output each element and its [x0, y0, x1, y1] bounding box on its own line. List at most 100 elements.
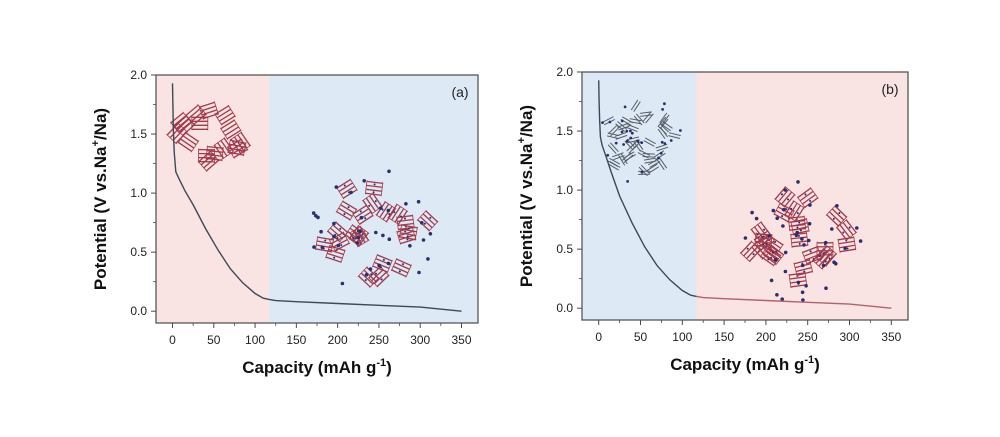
layer-line	[376, 254, 393, 262]
layer-edge	[790, 233, 793, 248]
layer-line	[789, 276, 806, 280]
sodium-ion-dot	[314, 214, 318, 218]
stick-line	[649, 160, 661, 168]
stick-line	[655, 152, 666, 161]
ion-dot	[404, 217, 407, 220]
x-tick-label: 0	[169, 333, 176, 347]
layer-line	[185, 104, 199, 116]
layer-line	[317, 236, 334, 241]
layer-line	[205, 159, 219, 172]
sodium-ion-dot	[834, 261, 838, 266]
chart-panel-a: 0 50 100 150 200 250 300 350 0.0 0.5 1.0 1.5 2.0 (a…	[90, 68, 479, 377]
layer-edge	[384, 200, 397, 210]
sodium-ion-dot	[428, 232, 433, 236]
ion-dot	[404, 230, 407, 233]
sodium-ion-dot	[858, 239, 863, 243]
layer-edge	[784, 213, 797, 222]
layer-line	[784, 200, 795, 215]
y-tick-label: 0.5	[556, 242, 573, 256]
shaded-region	[696, 72, 908, 320]
sodium-ion-dot	[311, 211, 316, 215]
stick-line	[660, 123, 672, 132]
layer-edge	[837, 216, 848, 227]
sodium-ion-dot	[408, 244, 412, 248]
layer-line	[220, 119, 235, 130]
sodium-ion-dot	[312, 245, 316, 249]
layer-edge	[796, 196, 806, 209]
layer-stack-glyph	[837, 236, 857, 253]
layer-line	[804, 197, 819, 208]
layer-line	[340, 204, 355, 214]
layer-line	[222, 123, 237, 133]
layer-edge	[739, 252, 751, 263]
stick-line	[624, 140, 634, 151]
stick-line	[643, 157, 656, 161]
layer-edge	[369, 277, 380, 288]
ion-dot	[379, 266, 382, 269]
layer-line	[184, 131, 199, 142]
sodium-ion-dot	[622, 143, 625, 146]
y-tick-label: 1.5	[130, 127, 147, 141]
layer-edge	[805, 217, 810, 232]
layer-line	[829, 211, 842, 224]
x-tick-label: 100	[672, 330, 692, 344]
sodium-ion-dot	[830, 227, 834, 231]
stick-line	[609, 161, 621, 168]
layer-line	[789, 272, 806, 276]
layer-stack-glyph	[214, 104, 236, 126]
stick-line	[607, 135, 619, 140]
sodium-ion-dot	[660, 140, 664, 144]
x-tick-label: 350	[451, 333, 471, 347]
stick-line	[668, 132, 681, 137]
ion-dot	[352, 236, 355, 239]
layer-edge	[213, 137, 226, 146]
layer-edge	[809, 187, 819, 199]
layer-line	[397, 210, 408, 225]
sodium-ion-dot	[663, 142, 667, 145]
x-axis-label: Capacity (mAh g-1)	[670, 354, 820, 374]
ion-dot	[767, 258, 770, 261]
layer-stack-glyph	[784, 200, 805, 222]
layer-line	[220, 140, 231, 154]
layer-edge	[198, 106, 204, 120]
layer-edge	[396, 231, 402, 245]
ion-dot	[429, 216, 432, 219]
layer-line	[754, 230, 769, 241]
graphitic-stick-glyph	[660, 121, 673, 132]
ion-dot	[771, 251, 774, 254]
stick-line	[602, 116, 614, 123]
layer-line	[216, 108, 232, 119]
sodium-ion-dot	[783, 250, 788, 255]
ion-dot	[374, 200, 377, 203]
layer-line	[178, 141, 193, 152]
sodium-ion-dot	[349, 190, 353, 195]
series-group	[171, 83, 462, 312]
layer-line	[218, 112, 234, 122]
layer-line	[815, 251, 828, 264]
layer-line	[221, 115, 236, 126]
stick-line	[657, 125, 667, 135]
layer-line	[773, 213, 789, 223]
layer-line	[816, 245, 828, 259]
stick-line	[625, 153, 637, 162]
layer-line	[767, 245, 781, 257]
layer-edge	[801, 251, 808, 265]
layer-edge	[788, 274, 792, 289]
layer-line	[399, 234, 415, 241]
sodium-ion-dot	[807, 238, 811, 243]
stick-line	[627, 136, 640, 141]
sodium-ion-dot	[783, 188, 787, 192]
microstructure-insets	[601, 99, 863, 302]
ion-dot	[832, 217, 835, 220]
layer-line	[819, 248, 831, 262]
ion-dot	[336, 237, 339, 240]
stick-line	[633, 101, 641, 112]
layer-edge	[166, 133, 177, 145]
layer-line	[818, 253, 831, 267]
layer-edge	[412, 214, 415, 229]
sodium-ion-dot	[771, 208, 776, 213]
stick-line	[644, 137, 656, 145]
layer-line	[206, 153, 223, 157]
layer-line	[419, 216, 433, 229]
layer-stack-glyph	[796, 187, 819, 209]
